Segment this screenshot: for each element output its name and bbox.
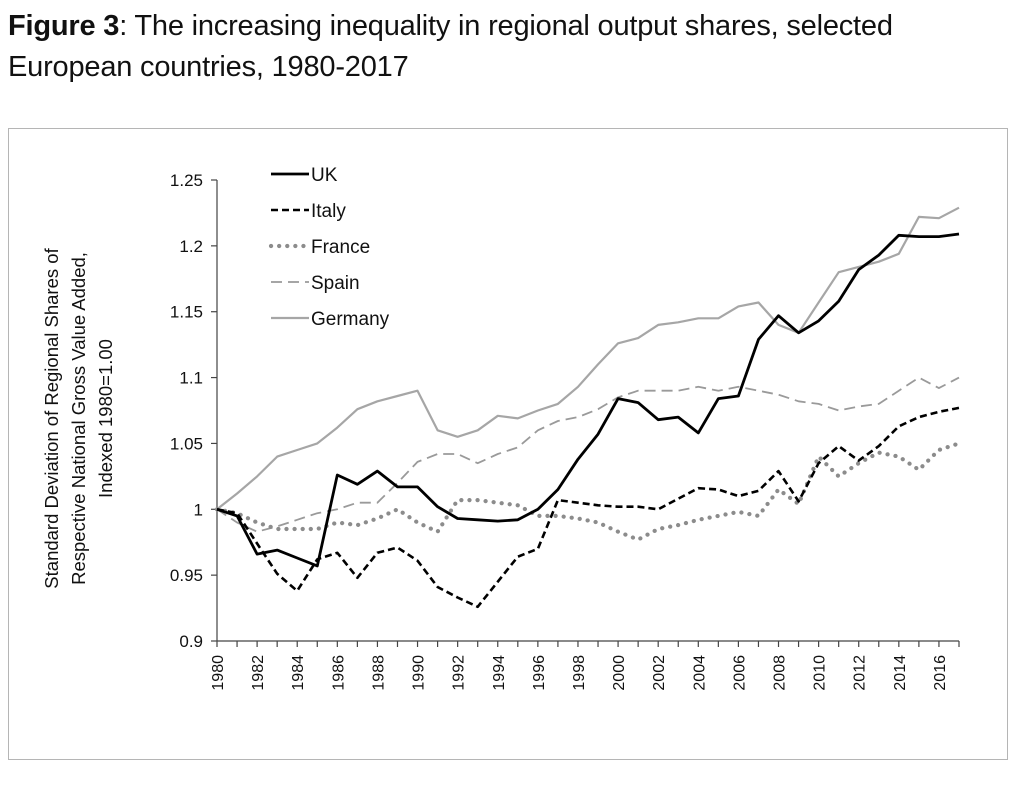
legend-label-germany: Germany (311, 309, 390, 330)
x-tick-label: 2008 (772, 655, 789, 691)
x-tick-label: 1994 (491, 655, 508, 691)
x-tick-label: 1988 (370, 655, 387, 691)
series-line-france (214, 441, 962, 542)
legend: UK Italy France Spain Germany (268, 165, 390, 330)
x-tick-label: 1992 (451, 655, 468, 691)
x-tick-label: 1980 (210, 655, 227, 691)
y-tick-label: 1.25 (170, 171, 203, 190)
y-axis-title: Standard Deviation of Regional Shares of… (41, 247, 116, 588)
x-tick-label: 2004 (691, 655, 708, 691)
x-tick-label: 2012 (852, 655, 869, 691)
legend-label-france: France (311, 237, 370, 258)
y-tick-label: 1 (194, 500, 203, 519)
y-tick-label: 0.9 (179, 632, 203, 651)
x-tick-label: 1986 (330, 655, 347, 691)
y-axis-title-line: Indexed 1980=1.00 (95, 339, 116, 498)
series-line-germany (216, 206, 960, 511)
x-tick-label: 2000 (611, 655, 628, 691)
legend-label-italy: Italy (311, 201, 346, 222)
line-chart: Standard Deviation of Regional Shares of… (41, 165, 962, 691)
y-tick-label: 1.15 (170, 303, 203, 322)
x-tick-label: 1990 (411, 655, 428, 691)
y-tick-label: 1.1 (179, 369, 203, 388)
series-line-uk (216, 232, 960, 568)
series-lines (214, 206, 962, 609)
axes: 0.9 0.95 1 1.05 1.1 1.15 1.2 1.25 1980 1982 1984 19… (170, 171, 960, 691)
x-tick-label: 2014 (892, 655, 909, 691)
x-tick-label: 1998 (571, 655, 588, 691)
x-tick-label: 1982 (250, 655, 267, 691)
y-axis-title-line: Respective National Gross Value Added, (68, 252, 89, 585)
x-tick-label: 1984 (290, 655, 307, 691)
x-tick-label: 2016 (932, 655, 949, 691)
figure-title: : The increasing inequality in regional … (8, 10, 893, 83)
x-tick-label: 2010 (812, 655, 829, 691)
x-tick-label: 2006 (731, 655, 748, 691)
y-axis-title-line: Standard Deviation of Regional Shares of (41, 247, 62, 588)
legend-label-uk: UK (311, 165, 338, 186)
legend-label-spain: Spain (311, 273, 360, 294)
x-tick-label: 2002 (651, 655, 668, 691)
figure-label: Figure 3 (8, 10, 120, 42)
series-line-spain (216, 376, 960, 533)
y-tick-label: 1.05 (170, 434, 203, 453)
x-tick-label: 1996 (531, 655, 548, 691)
series-line-italy (216, 406, 960, 609)
chart-frame: Standard Deviation of Regional Shares of… (8, 128, 1008, 760)
y-tick-label: 1.2 (179, 237, 203, 256)
figure-caption: Figure 3: The increasing inequality in r… (8, 6, 1018, 88)
y-tick-label: 0.95 (170, 566, 203, 585)
